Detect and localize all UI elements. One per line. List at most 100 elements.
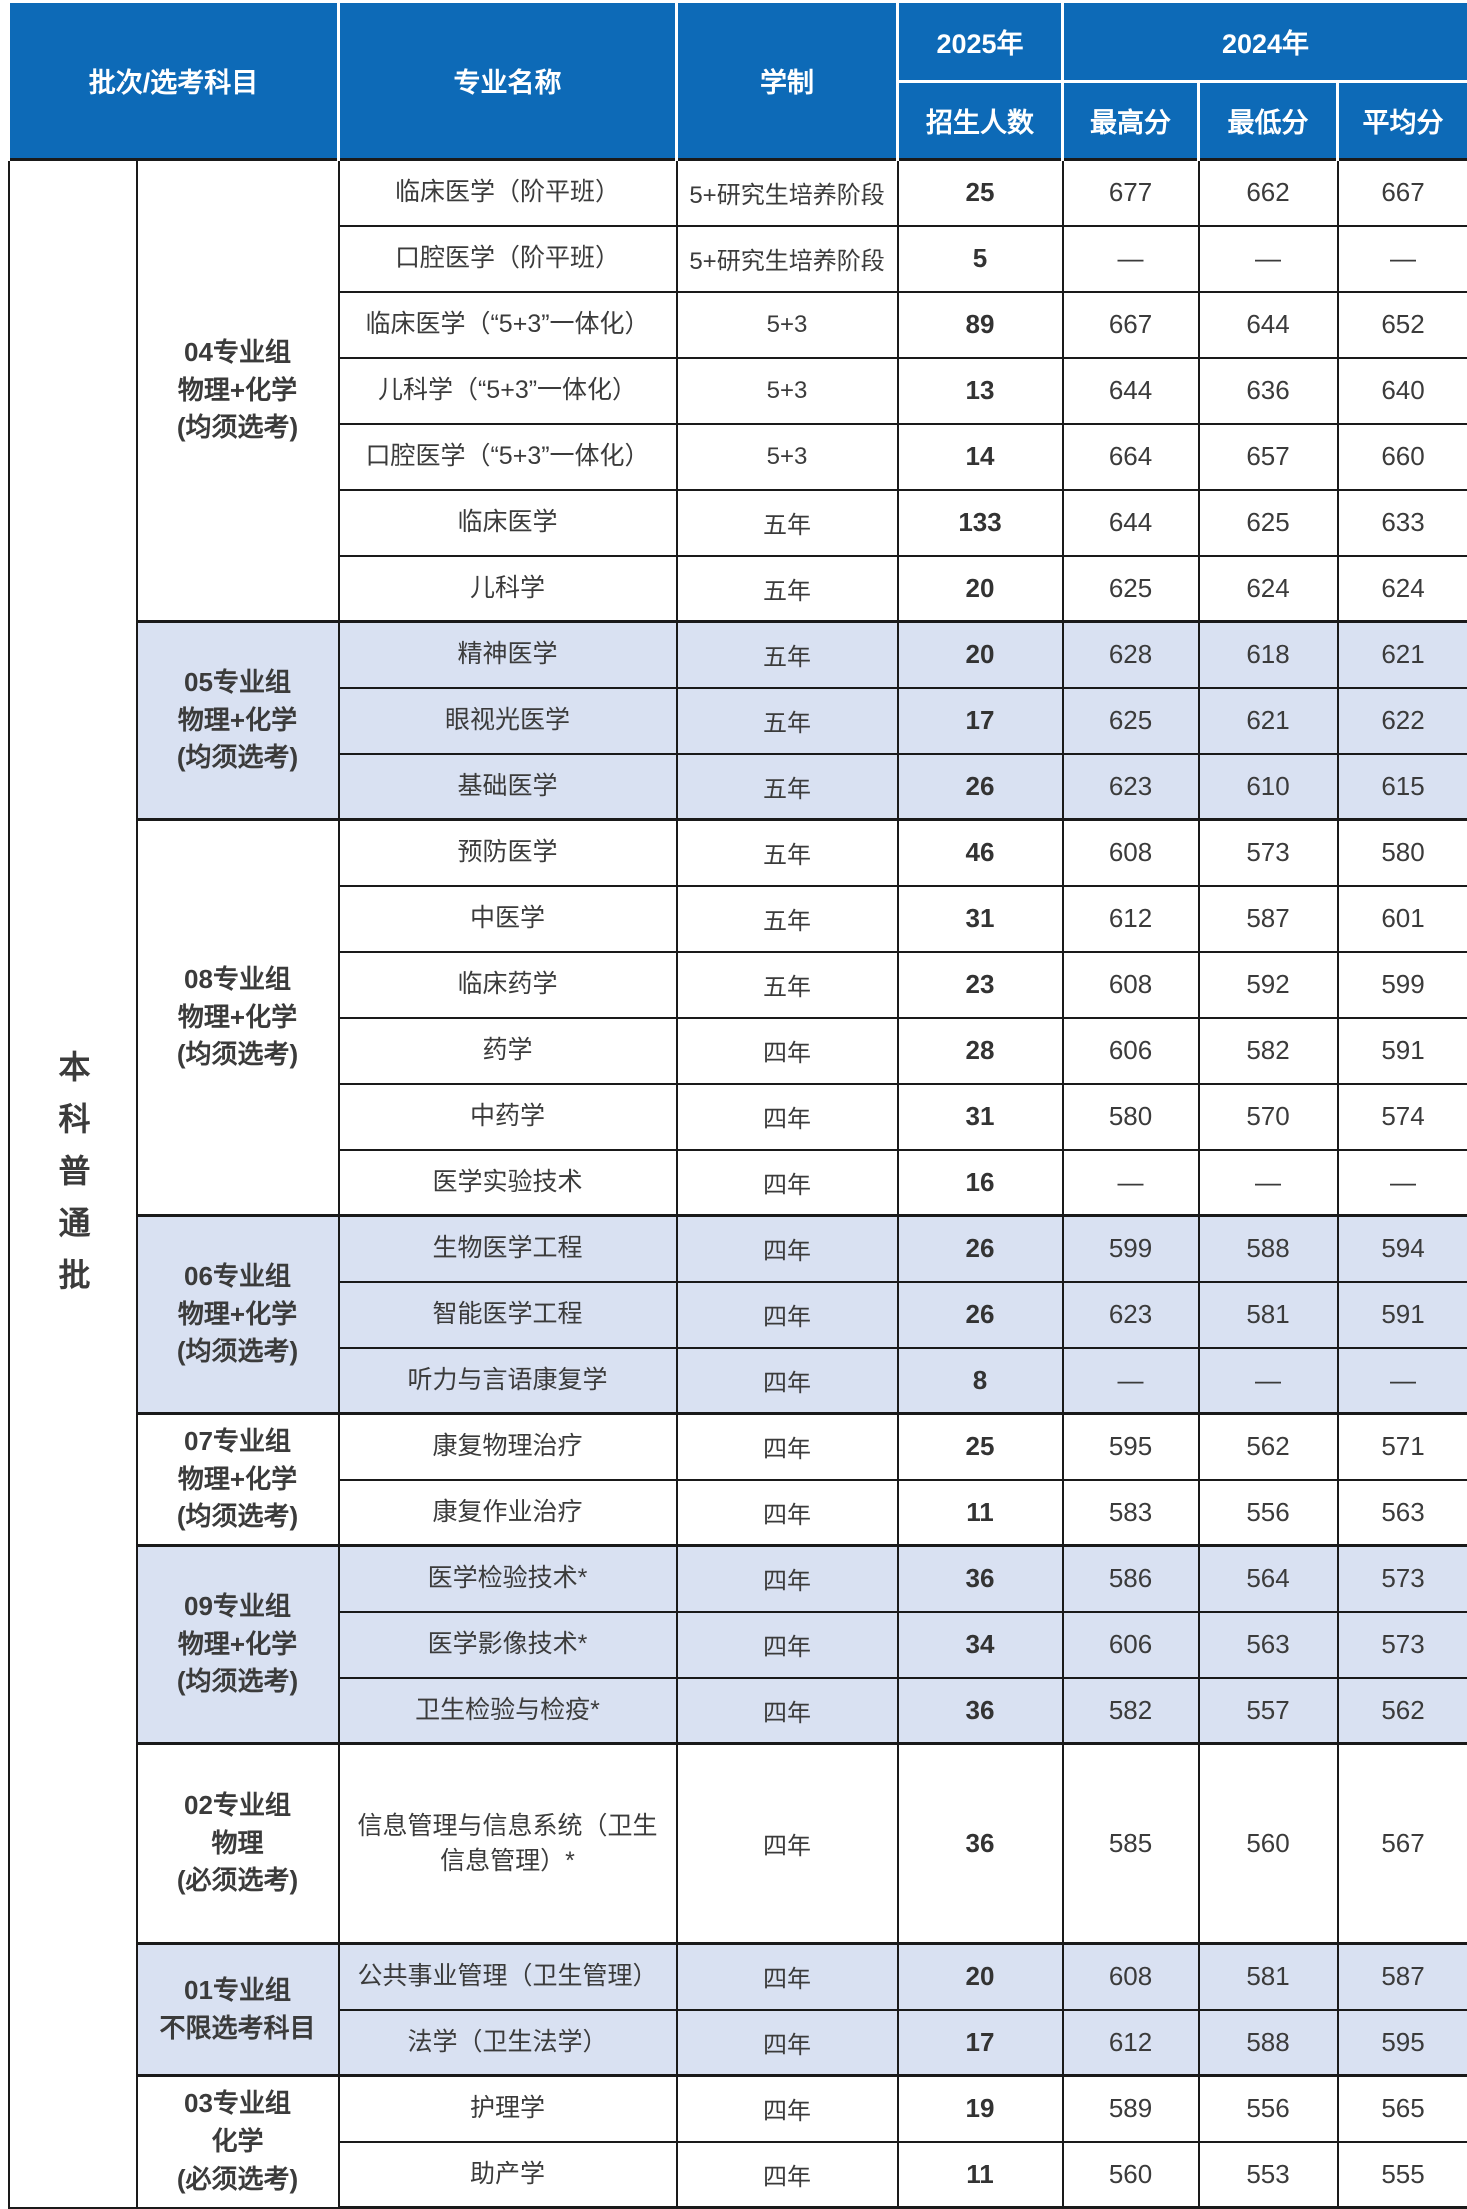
major-cell: 中医学 — [339, 886, 677, 952]
max-2024-cell: 586 — [1063, 1546, 1199, 1612]
avg-2024-cell: 594 — [1338, 1216, 1467, 1282]
min-2024-cell: 560 — [1199, 1744, 1338, 1944]
major-cell: 卫生检验与检疫* — [339, 1678, 677, 1744]
group-cell-03: 03专业组 化学 (必须选考) — [137, 2076, 339, 2208]
min-2024-cell: 624 — [1199, 556, 1338, 622]
min-2024-cell: 557 — [1199, 1678, 1338, 1744]
duration-cell: 五年 — [677, 688, 898, 754]
min-2024-cell: 588 — [1199, 1216, 1338, 1282]
min-2024-cell: 657 — [1199, 424, 1338, 490]
major-cell: 助产学 — [339, 2142, 677, 2208]
max-2024-cell: 644 — [1063, 358, 1199, 424]
avg-2024-cell: 562 — [1338, 1678, 1467, 1744]
major-cell: 信息管理与信息系统（卫生信息管理）* — [339, 1744, 677, 1944]
max-2024-cell: — — [1063, 1150, 1199, 1216]
max-2024-cell: 664 — [1063, 424, 1199, 490]
major-cell: 基础医学 — [339, 754, 677, 820]
duration-cell: 四年 — [677, 1546, 898, 1612]
admissions-table: 批次/选考科目 专业名称 学制 2025年 2024年 招生人数 最高分 最低分… — [7, 0, 1467, 2209]
major-cell: 公共事业管理（卫生管理） — [339, 1944, 677, 2010]
max-2024-cell: 560 — [1063, 2142, 1199, 2208]
enroll-2025-cell: 11 — [898, 1480, 1063, 1546]
duration-cell: 四年 — [677, 2142, 898, 2208]
major-cell: 儿科学（“5+3”一体化） — [339, 358, 677, 424]
duration-cell: 四年 — [677, 1744, 898, 1944]
avg-2024-cell: 652 — [1338, 292, 1467, 358]
avg-2024-cell: 640 — [1338, 358, 1467, 424]
table-row: 本科普通批 04专业组 物理+化学 (均须选考) 临床医学（阶平班） 5+研究生… — [9, 160, 1467, 226]
min-2024-cell: 621 — [1199, 688, 1338, 754]
enroll-2025-cell: 26 — [898, 754, 1063, 820]
max-2024-cell: 623 — [1063, 754, 1199, 820]
major-cell: 眼视光医学 — [339, 688, 677, 754]
enroll-2025-cell: 28 — [898, 1018, 1063, 1084]
avg-2024-cell: 567 — [1338, 1744, 1467, 1944]
max-2024-cell: 623 — [1063, 1282, 1199, 1348]
col-header-duration: 学制 — [677, 2, 898, 160]
col-header-avg: 平均分 — [1338, 82, 1467, 160]
min-2024-cell: 556 — [1199, 2076, 1338, 2142]
duration-cell: 四年 — [677, 1612, 898, 1678]
min-2024-cell: 582 — [1199, 1018, 1338, 1084]
min-2024-cell: — — [1199, 226, 1338, 292]
col-header-min: 最低分 — [1199, 82, 1338, 160]
min-2024-cell: 581 — [1199, 1282, 1338, 1348]
min-2024-cell: 662 — [1199, 160, 1338, 226]
table-row: 01专业组 不限选考科目 公共事业管理（卫生管理） 四年 20 608 581 … — [9, 1944, 1467, 2010]
duration-cell: 五年 — [677, 952, 898, 1018]
enroll-2025-cell: 26 — [898, 1216, 1063, 1282]
major-cell: 生物医学工程 — [339, 1216, 677, 1282]
major-cell: 口腔医学（阶平班） — [339, 226, 677, 292]
duration-cell: 四年 — [677, 1150, 898, 1216]
table-row: 07专业组 物理+化学 (均须选考) 康复物理治疗 四年 25 595 562 … — [9, 1414, 1467, 1480]
major-cell: 医学实验技术 — [339, 1150, 677, 1216]
table-row: 03专业组 化学 (必须选考) 护理学 四年 19 589 556 565 — [9, 2076, 1467, 2142]
major-cell: 临床医学 — [339, 490, 677, 556]
max-2024-cell: — — [1063, 1348, 1199, 1414]
max-2024-cell: 628 — [1063, 622, 1199, 688]
duration-cell: 四年 — [677, 2076, 898, 2142]
duration-cell: 四年 — [677, 1678, 898, 1744]
col-header-2024: 2024年 — [1063, 2, 1467, 82]
min-2024-cell: — — [1199, 1150, 1338, 1216]
max-2024-cell: 606 — [1063, 1018, 1199, 1084]
max-2024-cell: 606 — [1063, 1612, 1199, 1678]
min-2024-cell: 610 — [1199, 754, 1338, 820]
avg-2024-cell: — — [1338, 226, 1467, 292]
max-2024-cell: 677 — [1063, 160, 1199, 226]
group-cell-02: 02专业组 物理 (必须选考) — [137, 1744, 339, 1944]
max-2024-cell: 583 — [1063, 1480, 1199, 1546]
table-row: 05专业组 物理+化学 (均须选考) 精神医学 五年 20 628 618 62… — [9, 622, 1467, 688]
batch-cell: 本科普通批 — [9, 160, 137, 2208]
duration-cell: 四年 — [677, 1480, 898, 1546]
min-2024-cell: 625 — [1199, 490, 1338, 556]
duration-cell: 四年 — [677, 1216, 898, 1282]
duration-cell: 四年 — [677, 2010, 898, 2076]
enroll-2025-cell: 17 — [898, 688, 1063, 754]
enroll-2025-cell: 36 — [898, 1744, 1063, 1944]
max-2024-cell: 612 — [1063, 886, 1199, 952]
min-2024-cell: 563 — [1199, 1612, 1338, 1678]
avg-2024-cell: 587 — [1338, 1944, 1467, 2010]
table-row: 02专业组 物理 (必须选考) 信息管理与信息系统（卫生信息管理）* 四年 36… — [9, 1744, 1467, 1944]
enroll-2025-cell: 23 — [898, 952, 1063, 1018]
min-2024-cell: — — [1199, 1348, 1338, 1414]
enroll-2025-cell: 31 — [898, 1084, 1063, 1150]
max-2024-cell: 625 — [1063, 556, 1199, 622]
min-2024-cell: 581 — [1199, 1944, 1338, 2010]
max-2024-cell: — — [1063, 226, 1199, 292]
avg-2024-cell: 563 — [1338, 1480, 1467, 1546]
enroll-2025-cell: 36 — [898, 1546, 1063, 1612]
max-2024-cell: 585 — [1063, 1744, 1199, 1944]
enroll-2025-cell: 14 — [898, 424, 1063, 490]
enroll-2025-cell: 133 — [898, 490, 1063, 556]
major-cell: 口腔医学（“5+3”一体化） — [339, 424, 677, 490]
duration-cell: 5+3 — [677, 358, 898, 424]
enroll-2025-cell: 46 — [898, 820, 1063, 886]
enroll-2025-cell: 8 — [898, 1348, 1063, 1414]
enroll-2025-cell: 31 — [898, 886, 1063, 952]
major-cell: 精神医学 — [339, 622, 677, 688]
max-2024-cell: 580 — [1063, 1084, 1199, 1150]
group-cell-06: 06专业组 物理+化学 (均须选考) — [137, 1216, 339, 1414]
min-2024-cell: 556 — [1199, 1480, 1338, 1546]
